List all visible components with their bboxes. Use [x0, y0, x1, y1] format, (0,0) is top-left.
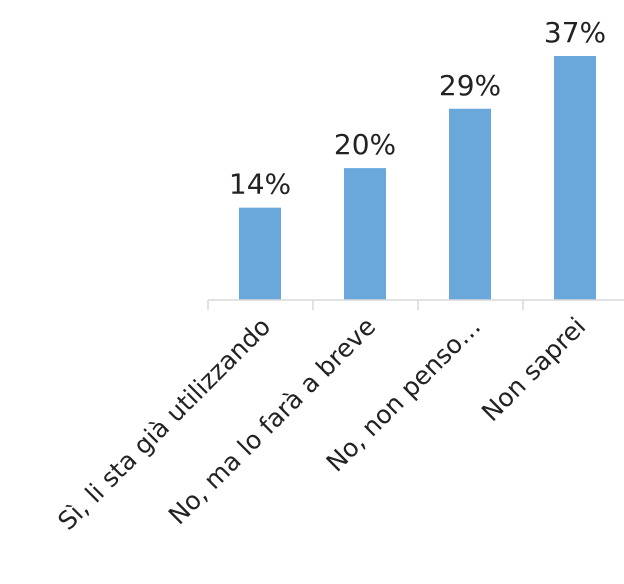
- category-label-1: Sì, li sta già utilizzando: [52, 312, 276, 536]
- x-axis-ticks: [207, 300, 524, 310]
- data-label-4: 37%: [544, 16, 606, 49]
- bar-2: [344, 168, 386, 300]
- bars-layer: [239, 56, 596, 300]
- data-label-3: 29%: [439, 69, 501, 102]
- bar-4: [554, 56, 596, 300]
- bar-1: [239, 207, 281, 300]
- data-label-2: 20%: [334, 128, 396, 161]
- bar-3: [449, 108, 491, 300]
- category-label-4: Non saprei: [476, 312, 591, 427]
- data-labels-layer: 14% 20% 29% 37%: [229, 16, 606, 201]
- category-label-2: No, ma lo farà a breve: [163, 312, 381, 530]
- data-label-1: 14%: [229, 168, 291, 201]
